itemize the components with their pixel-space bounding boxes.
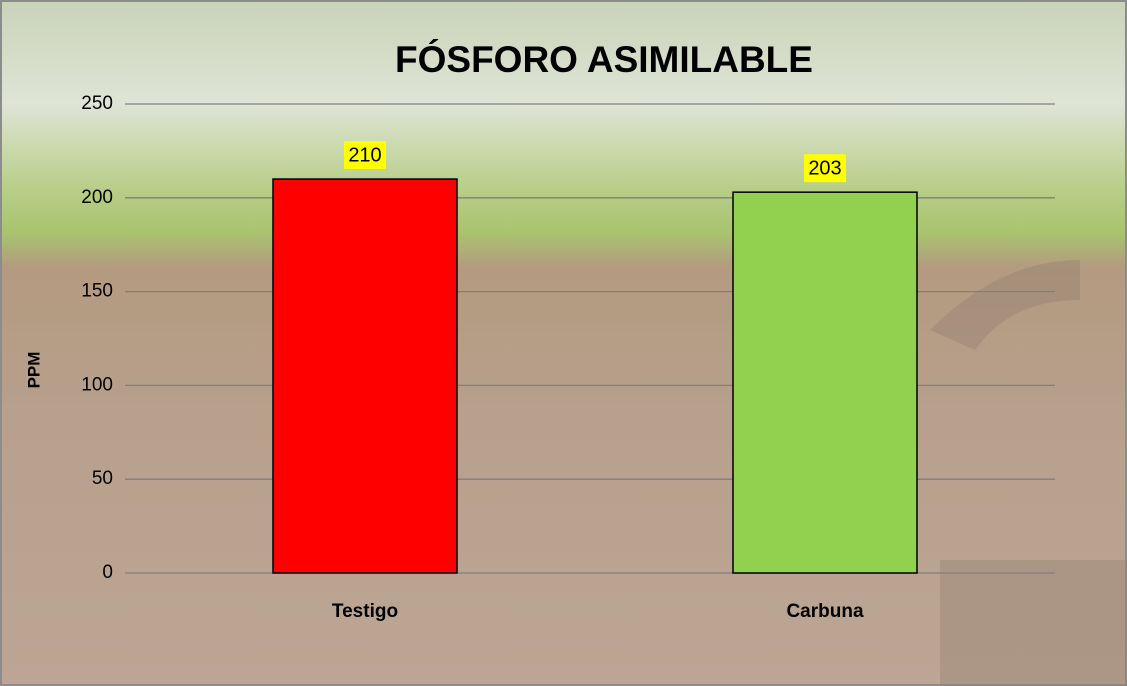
y-tick-label: 150 <box>81 281 113 302</box>
y-tick-label: 200 <box>81 187 113 208</box>
x-tick-label: Carbuna <box>786 601 864 622</box>
y-axis-label: PPM <box>24 352 43 389</box>
bar <box>733 192 917 573</box>
value-label: 210 <box>348 144 381 166</box>
y-tick-label: 250 <box>81 93 113 114</box>
x-tick-label: Testigo <box>332 601 398 622</box>
chart-title: FÓSFORO ASIMILABLE <box>395 38 813 80</box>
y-tick-label: 0 <box>102 562 113 583</box>
bar <box>273 179 457 573</box>
value-label: 203 <box>808 157 841 179</box>
chart: FÓSFORO ASIMILABLE PPM 0 50 100 150 200 250 Te… <box>0 0 1127 686</box>
y-tick-label: 100 <box>81 374 113 395</box>
y-tick-label: 50 <box>92 468 113 489</box>
